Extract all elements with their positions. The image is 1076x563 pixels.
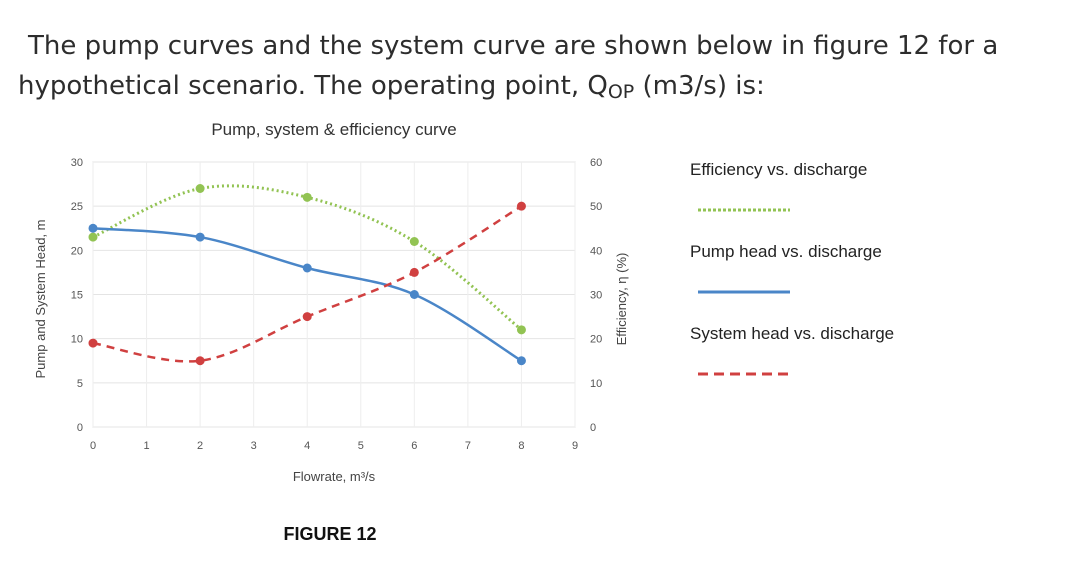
y-tick-label: 25	[71, 201, 83, 213]
x-tick-label: 0	[90, 440, 96, 452]
y2-axis-label: Efficiency, η (%)	[614, 253, 629, 346]
data-point-pump-head-vs-discharge	[302, 263, 312, 273]
x-tick-label: 9	[572, 440, 578, 452]
figure-caption: FIGURE 12	[283, 524, 376, 544]
y-tick-label: 30	[71, 157, 83, 169]
y-tick-label: 10	[71, 334, 83, 346]
legend-label-pump-head-vs-discharge: Pump head vs. discharge	[690, 242, 882, 261]
y2-tick-label: 10	[590, 378, 602, 390]
x-axis-label: Flowrate, m³/s	[293, 469, 376, 484]
y-tick-label: 0	[77, 422, 83, 434]
data-point-system-head-vs-discharge	[409, 267, 419, 277]
y-tick-label: 15	[71, 290, 83, 302]
data-point-system-head-vs-discharge	[195, 356, 205, 366]
data-point-efficiency-vs-discharge	[195, 184, 205, 193]
question-line-2-post: (m3/s) is:	[634, 71, 765, 101]
chart-grid	[92, 161, 576, 428]
y2-tick-label: 50	[590, 201, 602, 213]
legend-label-system-head-vs-discharge: System head vs. discharge	[690, 324, 894, 343]
question-line-2: hypothetical scenario. The operating poi…	[18, 66, 1058, 112]
legend-label-efficiency-vs-discharge: Efficiency vs. discharge	[690, 160, 867, 179]
x-tick-label: 1	[143, 440, 149, 452]
y2-tick-label: 30	[590, 290, 602, 302]
question-line-2-pre: hypothetical scenario. The operating poi…	[18, 71, 608, 101]
question-text: The pump curves and the system curve are…	[18, 26, 1058, 112]
x-tick-label: 7	[465, 440, 471, 452]
data-point-system-head-vs-discharge	[302, 312, 312, 322]
chart-series	[88, 184, 526, 366]
y-tick-label: 5	[77, 378, 83, 390]
question-line-1: The pump curves and the system curve are…	[28, 31, 999, 61]
data-point-pump-head-vs-discharge	[88, 223, 98, 233]
y-tick-label: 20	[71, 245, 83, 257]
y2-tick-label: 60	[590, 157, 602, 169]
y2-tick-label: 0	[590, 422, 596, 434]
y-axis-label: Pump and System Head, m	[33, 220, 48, 379]
data-point-system-head-vs-discharge	[88, 338, 98, 348]
data-point-efficiency-vs-discharge	[409, 237, 419, 246]
x-tick-label: 6	[411, 440, 417, 452]
data-point-system-head-vs-discharge	[516, 201, 526, 211]
x-tick-label: 4	[304, 440, 310, 452]
y2-tick-label: 20	[590, 334, 602, 346]
data-point-efficiency-vs-discharge	[516, 325, 526, 335]
x-tick-label: 8	[518, 440, 524, 452]
data-point-efficiency-vs-discharge	[302, 192, 312, 202]
data-point-pump-head-vs-discharge	[516, 356, 526, 366]
data-point-pump-head-vs-discharge	[409, 290, 419, 299]
x-tick-label: 2	[197, 440, 203, 452]
chart-legend: Efficiency vs. discharge Pump head vs. di…	[690, 160, 894, 376]
chart-axes: 0 5 10 15 20 25 30 0 10 20 30 40 50 60 0 1 2 3 4 5 6 7 8 9	[71, 157, 603, 452]
operating-point-subscript: OP	[607, 81, 635, 103]
y2-tick-label: 40	[590, 245, 602, 257]
x-tick-label: 5	[358, 440, 364, 452]
x-tick-label: 3	[251, 440, 257, 452]
data-point-pump-head-vs-discharge	[195, 232, 205, 242]
chart-title: Pump, system & efficiency curve	[211, 120, 456, 139]
data-point-efficiency-vs-discharge	[88, 232, 98, 242]
